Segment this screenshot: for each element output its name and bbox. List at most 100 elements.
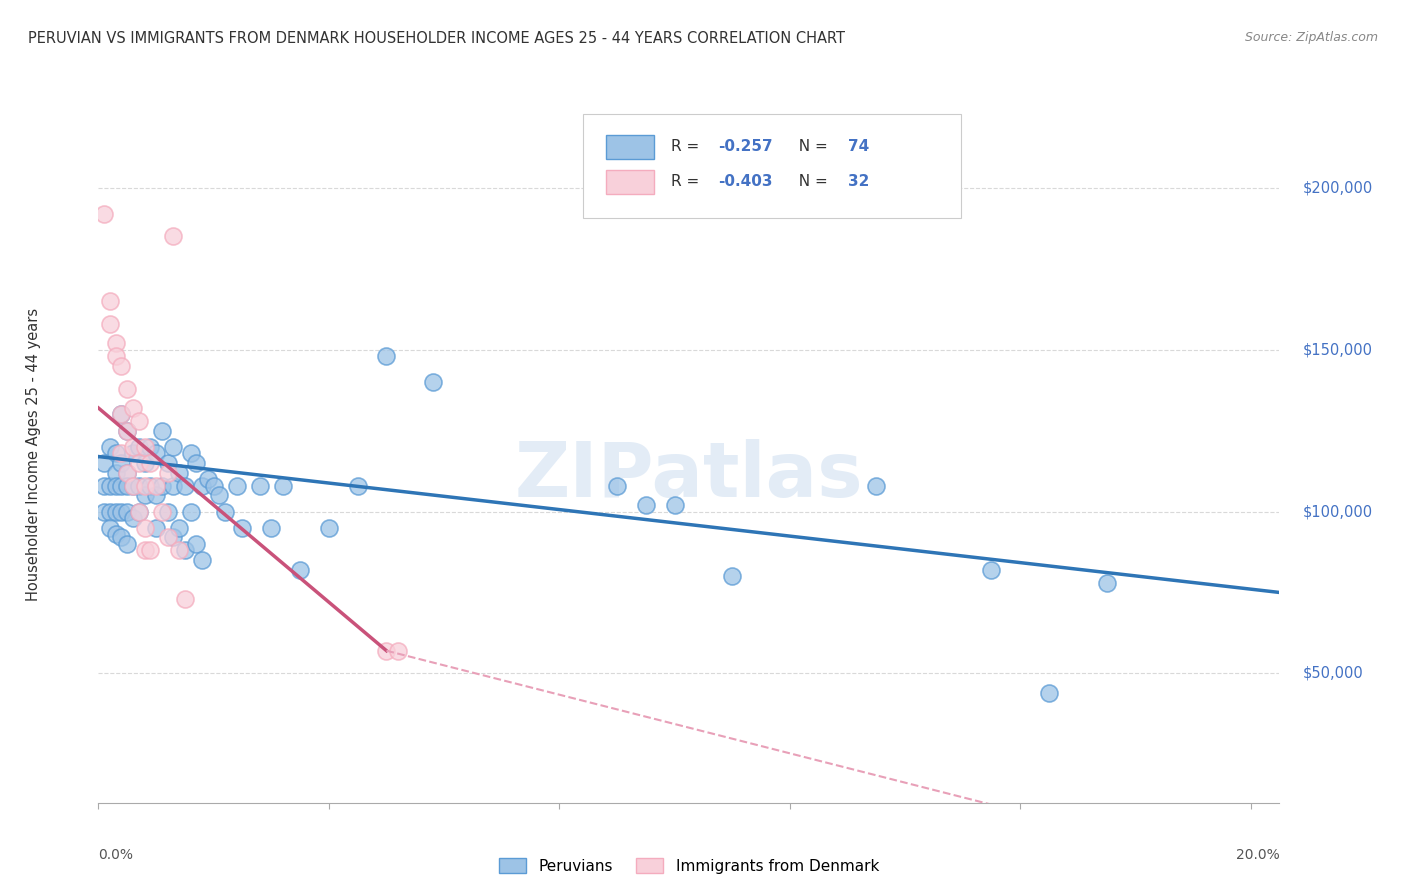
- Point: [167, 543, 190, 558]
- Point: [375, 349, 398, 363]
- Point: [167, 466, 190, 480]
- Text: 32: 32: [848, 174, 870, 189]
- Point: [122, 440, 145, 454]
- Point: [93, 478, 115, 492]
- Point: [145, 521, 167, 535]
- Point: [145, 488, 167, 502]
- Point: [162, 440, 184, 454]
- Point: [197, 472, 219, 486]
- Point: [98, 294, 121, 309]
- Point: [606, 478, 628, 492]
- Point: [110, 359, 132, 373]
- Point: [104, 336, 127, 351]
- Point: [98, 440, 121, 454]
- Point: [721, 569, 744, 583]
- Text: 0.0%: 0.0%: [98, 848, 134, 862]
- Point: [115, 478, 138, 492]
- Point: [115, 537, 138, 551]
- Text: R =: R =: [671, 174, 704, 189]
- Point: [202, 478, 225, 492]
- Point: [110, 408, 132, 422]
- Point: [128, 456, 150, 470]
- FancyBboxPatch shape: [606, 169, 654, 194]
- Point: [1038, 686, 1060, 700]
- Point: [208, 488, 231, 502]
- Point: [225, 478, 247, 492]
- Point: [110, 408, 132, 422]
- Point: [145, 478, 167, 492]
- Point: [115, 424, 138, 438]
- Text: -0.403: -0.403: [718, 174, 773, 189]
- Point: [115, 466, 138, 480]
- Point: [191, 553, 214, 567]
- Point: [387, 643, 409, 657]
- Text: N =: N =: [789, 139, 832, 154]
- Point: [186, 456, 208, 470]
- Point: [231, 521, 253, 535]
- Point: [115, 466, 138, 480]
- Point: [134, 440, 156, 454]
- Point: [162, 478, 184, 492]
- Point: [346, 478, 368, 492]
- Point: [150, 504, 173, 518]
- Text: $200,000: $200,000: [1302, 180, 1372, 195]
- Point: [134, 488, 156, 502]
- Point: [110, 531, 132, 545]
- Point: [98, 521, 121, 535]
- Point: [104, 466, 127, 480]
- Point: [115, 504, 138, 518]
- Point: [214, 504, 236, 518]
- Point: [93, 456, 115, 470]
- FancyBboxPatch shape: [582, 114, 960, 219]
- Point: [128, 478, 150, 492]
- Point: [122, 401, 145, 415]
- Point: [139, 543, 162, 558]
- Point: [664, 498, 686, 512]
- Text: $100,000: $100,000: [1302, 504, 1372, 519]
- Point: [128, 440, 150, 454]
- Point: [115, 424, 138, 438]
- Point: [191, 478, 214, 492]
- Point: [98, 478, 121, 492]
- Point: [156, 531, 179, 545]
- Point: [318, 521, 340, 535]
- Point: [122, 478, 145, 492]
- Point: [249, 478, 271, 492]
- Point: [139, 478, 162, 492]
- Point: [115, 382, 138, 396]
- Text: N =: N =: [789, 174, 832, 189]
- Point: [173, 543, 195, 558]
- Text: ZIPatlas: ZIPatlas: [515, 439, 863, 513]
- Point: [139, 456, 162, 470]
- Point: [134, 478, 156, 492]
- Point: [122, 511, 145, 525]
- Text: $50,000: $50,000: [1302, 665, 1364, 681]
- Point: [110, 446, 132, 460]
- Point: [150, 424, 173, 438]
- Point: [122, 478, 145, 492]
- Point: [173, 591, 195, 606]
- Point: [156, 504, 179, 518]
- Point: [980, 563, 1002, 577]
- FancyBboxPatch shape: [606, 135, 654, 159]
- Point: [110, 456, 132, 470]
- Text: -0.257: -0.257: [718, 139, 773, 154]
- Point: [162, 531, 184, 545]
- Point: [186, 537, 208, 551]
- Point: [98, 317, 121, 331]
- Point: [122, 446, 145, 460]
- Point: [93, 504, 115, 518]
- Point: [271, 478, 294, 492]
- Point: [173, 478, 195, 492]
- Legend: Peruvians, Immigrants from Denmark: Peruvians, Immigrants from Denmark: [492, 852, 886, 880]
- Point: [104, 446, 127, 460]
- Point: [98, 504, 121, 518]
- Text: 74: 74: [848, 139, 870, 154]
- Point: [162, 229, 184, 244]
- Point: [134, 543, 156, 558]
- Text: 20.0%: 20.0%: [1236, 848, 1279, 862]
- Point: [260, 521, 283, 535]
- Point: [180, 446, 202, 460]
- Point: [422, 375, 444, 389]
- Text: PERUVIAN VS IMMIGRANTS FROM DENMARK HOUSEHOLDER INCOME AGES 25 - 44 YEARS CORREL: PERUVIAN VS IMMIGRANTS FROM DENMARK HOUS…: [28, 31, 845, 46]
